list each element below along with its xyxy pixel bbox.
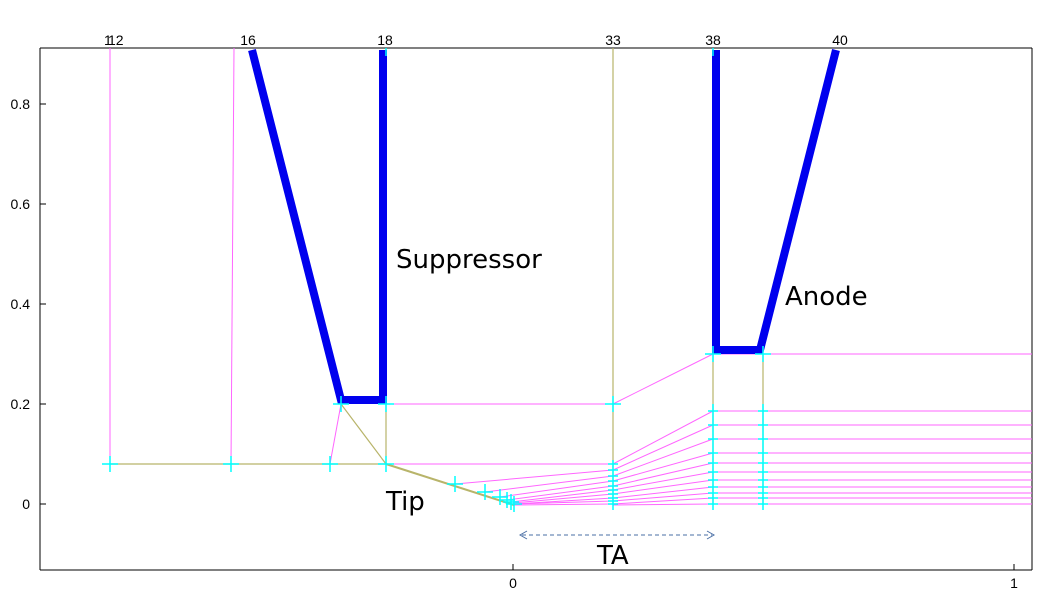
top-tick-label: 18 [377, 32, 393, 48]
x-tick-label: 1 [1010, 575, 1018, 591]
suppressor-electrode [248, 49, 387, 404]
y-tick-label: 0.2 [11, 396, 31, 412]
top-tick-overlap-label: 1 [104, 32, 112, 48]
tip-label: Tip [385, 487, 425, 517]
y-tick-label: 0.8 [11, 96, 31, 112]
axes-frame [39, 47, 1033, 571]
top-tick-label: 40 [832, 32, 848, 48]
top-column-labels: 1 12 16 18 33 38 40 [104, 32, 848, 48]
anode-label: Anode [785, 282, 868, 312]
ta-label: TA [596, 541, 629, 571]
anode-electrode [712, 49, 840, 354]
ta-dimension-arrow [518, 530, 716, 540]
top-tick-label: 12 [108, 32, 124, 48]
right-edge-ticks [1026, 353, 1032, 499]
top-tick-label: 33 [605, 32, 621, 48]
node-markers [102, 48, 771, 512]
y-tick-label: 0 [22, 496, 30, 512]
mesh-lines-pink [109, 47, 1032, 506]
y-tick-label: 0.4 [11, 296, 31, 312]
y-axis: 0.8 0.6 0.4 0.2 0 [11, 96, 46, 512]
top-tick-label: 38 [705, 32, 721, 48]
suppressor-label: Suppressor [396, 245, 542, 275]
x-tick-label: 0 [509, 575, 517, 591]
top-tick-label: 16 [240, 32, 256, 48]
y-tick-label: 0.6 [11, 196, 31, 212]
x-axis: 0 1 [509, 564, 1018, 591]
